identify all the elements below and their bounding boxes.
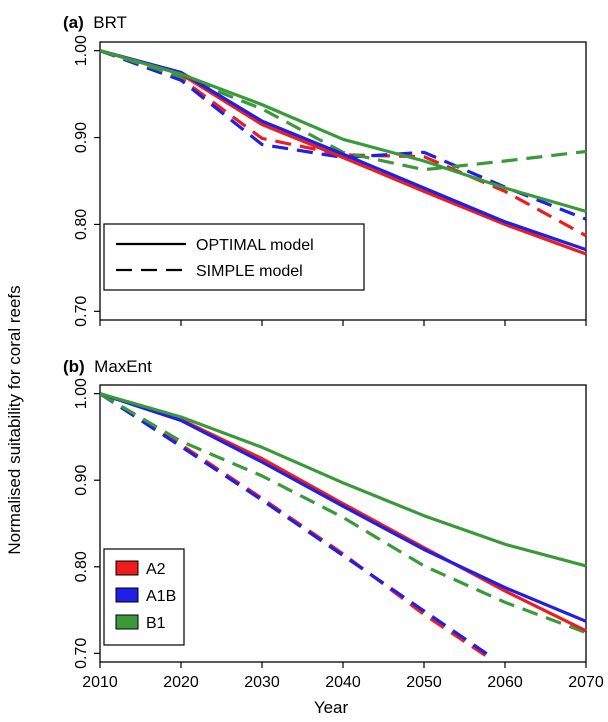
panel-1-y-tick-label: 0.90: [73, 122, 90, 153]
panel-1-legend-label: SIMPLE model: [196, 263, 303, 280]
panel-1-y-tick-label: 1.00: [73, 35, 90, 66]
panel-2-y-tick-label: 1.00: [73, 378, 90, 409]
panel-2-x-tick-label: 2030: [244, 674, 280, 691]
panel-2-y-tick-label: 0.70: [73, 638, 90, 669]
panel-1-title-text: BRT: [84, 13, 127, 32]
panel-2-series-a1b-simple: [99, 392, 490, 657]
x-axis-label: Year: [314, 698, 349, 717]
panel-2-title-tag: (b): [63, 357, 85, 376]
panel-brt: (a) BRT 1.00 0.90 0.80 0.70 OPTIMAL model SIMP…: [63, 13, 587, 327]
panel-1-y-tick-label: 0.80: [73, 209, 90, 240]
panel-2-legend-swatch-a2: [115, 560, 139, 576]
panel-1-series-b1-optimal: [99, 49, 587, 213]
panel-1-series-a1b-optimal: [99, 49, 587, 252]
panel-2-x-tick-label: 2040: [325, 674, 361, 691]
panel-2-x-tick-label: 2050: [406, 674, 442, 691]
panel-2-legend-swatch-b1: [115, 614, 139, 630]
panel-1-title-tag: (a): [63, 13, 84, 32]
panel-2-y-tick-label: 0.80: [73, 551, 90, 582]
panel-2-series-a1b-optimal: [99, 392, 587, 623]
panel-2-series-b1-optimal: [99, 392, 587, 568]
panel-1-series-b1-simple: [99, 49, 587, 172]
y-axis-label: Normalised suitability for coral reefs: [5, 285, 24, 554]
panel-2-x-tick-label: 2010: [82, 674, 118, 691]
panel-2-series-b1-simple: [99, 392, 587, 635]
panel-2-x-tick-label: 2020: [163, 674, 199, 691]
panel-2-title: (b) MaxEnt: [63, 357, 152, 376]
panel-2-x-tick-label: 2060: [487, 674, 523, 691]
panel-1-title: (a) BRT: [63, 13, 127, 32]
panel-1-legend-box: [103, 223, 365, 291]
panel-2-legend-label: A2: [146, 561, 166, 578]
panel-2-legend-label: B1: [146, 615, 166, 632]
panel-2-x-tick-label: 2070: [568, 674, 604, 691]
panel-2-legend-swatch-a1b: [115, 587, 139, 603]
panel-2-title-text: MaxEnt: [85, 357, 152, 376]
panel-maxent: (b) MaxEnt 2010 2020 2030 2040 2050 2060 2070 1.…: [63, 357, 604, 691]
panel-2-legend-label: A1B: [146, 588, 176, 605]
panel-2-y-tick-label: 0.90: [73, 465, 90, 496]
panel-1-y-tick-label: 0.70: [73, 296, 90, 327]
panel-1-legend-label: OPTIMAL model: [196, 237, 314, 254]
